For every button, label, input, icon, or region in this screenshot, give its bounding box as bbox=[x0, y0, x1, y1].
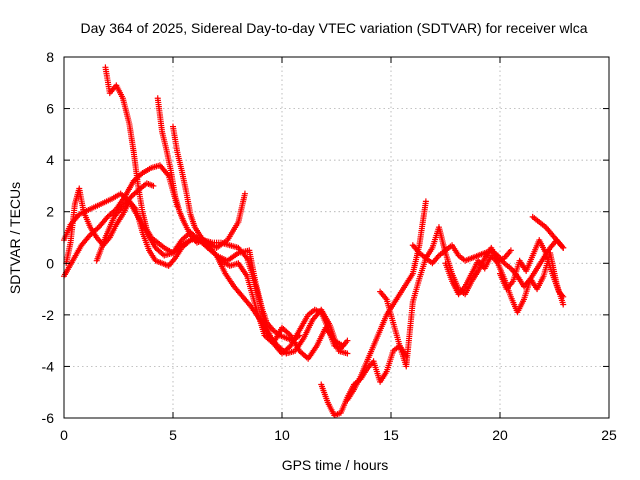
y-tick-label: -4 bbox=[42, 358, 55, 374]
y-tick-label: 8 bbox=[46, 49, 54, 65]
series-9 bbox=[318, 342, 410, 419]
y-tick-label: -2 bbox=[42, 307, 55, 323]
data-point bbox=[507, 247, 514, 254]
data-point bbox=[560, 244, 567, 251]
series-8 bbox=[217, 257, 347, 362]
data-point bbox=[150, 182, 157, 189]
series-14 bbox=[497, 237, 567, 300]
series-10 bbox=[344, 198, 429, 403]
y-tick-label: 4 bbox=[46, 152, 54, 168]
x-axis-title: GPS time / hours bbox=[282, 457, 389, 473]
series-6 bbox=[154, 95, 351, 357]
x-tick-label: 5 bbox=[169, 427, 177, 443]
chart-title: Day 364 of 2025, Sidereal Day-to-day VTE… bbox=[80, 20, 587, 36]
data-points bbox=[61, 64, 567, 419]
data-point bbox=[560, 293, 567, 300]
data-point bbox=[340, 342, 347, 349]
data-point bbox=[422, 198, 429, 205]
data-point bbox=[241, 190, 248, 197]
y-tick-label: 2 bbox=[46, 204, 54, 220]
y-tick-label: 0 bbox=[46, 255, 54, 271]
x-tick-label: 15 bbox=[383, 427, 399, 443]
data-point bbox=[560, 301, 567, 308]
data-point bbox=[344, 337, 351, 344]
axis-ticks bbox=[63, 56, 610, 419]
series-4 bbox=[93, 180, 157, 264]
y-tick-labels: -6 -4 -2 0 2 4 6 8 bbox=[42, 49, 55, 426]
data-point bbox=[344, 350, 351, 357]
x-tick-label: 20 bbox=[492, 427, 508, 443]
x-tick-label: 0 bbox=[60, 427, 68, 443]
x-tick-label: 10 bbox=[274, 427, 290, 443]
grid-lines bbox=[64, 57, 609, 418]
y-tick-label: -6 bbox=[42, 410, 55, 426]
data-point bbox=[559, 292, 566, 299]
data-point bbox=[559, 243, 566, 250]
x-tick-label: 25 bbox=[601, 427, 617, 443]
y-axis-title: SDTVAR / TECUs bbox=[7, 182, 23, 294]
x-tick-labels: 0 5 10 15 20 25 bbox=[60, 427, 617, 443]
plot-frame bbox=[63, 56, 610, 419]
y-tick-label: 6 bbox=[46, 101, 54, 117]
series-15 bbox=[529, 213, 567, 251]
